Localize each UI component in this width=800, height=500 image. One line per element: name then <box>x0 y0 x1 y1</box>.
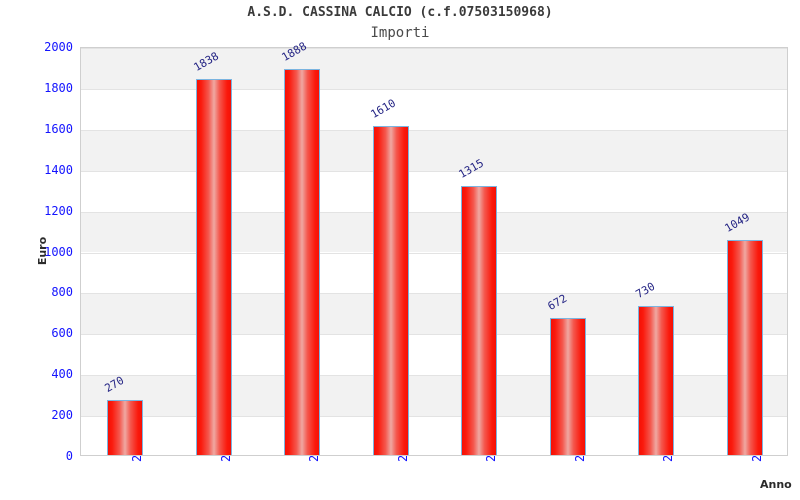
gridline <box>81 375 787 376</box>
gridline <box>81 89 787 90</box>
gridline <box>81 334 787 335</box>
gridline <box>81 293 787 294</box>
y-tick-label: 1000 <box>44 244 73 259</box>
bar[interactable] <box>372 125 409 455</box>
plot-area: 270 1838 1888 1610 1315 672 730 1049 <box>80 39 788 456</box>
bar[interactable] <box>107 399 144 455</box>
background-band <box>81 211 787 253</box>
x-axis-title: Anno <box>760 478 792 491</box>
background-band <box>81 375 787 417</box>
y-tick-label: 1800 <box>44 80 73 95</box>
bar[interactable] <box>638 305 675 455</box>
chart-subtitle: Importi <box>370 25 430 41</box>
chart-title: A.S.D. CASSINA CALCIO (c.f.07503150968) <box>247 5 553 20</box>
bar[interactable] <box>284 68 321 455</box>
background-band <box>81 293 787 335</box>
y-tick-label: 1200 <box>44 203 73 218</box>
gridline <box>81 130 787 131</box>
gridline <box>81 212 787 213</box>
background-band <box>81 129 787 171</box>
background-band <box>81 48 787 89</box>
y-tick-label: 1400 <box>44 162 73 177</box>
gridline <box>81 48 787 49</box>
y-tick-label: 2000 <box>44 40 73 54</box>
gridline <box>81 171 787 172</box>
bar[interactable] <box>461 186 498 455</box>
bar-value-label: 1610 <box>368 96 398 121</box>
gridline <box>81 416 787 417</box>
y-tick-label: 800 <box>51 285 73 300</box>
y-tick-label: 600 <box>51 326 73 341</box>
y-tick-label: 0 <box>65 449 73 463</box>
y-tick-label: 400 <box>51 367 73 382</box>
y-tick-label: 1600 <box>44 121 73 136</box>
bar[interactable] <box>549 317 586 455</box>
y-tick-label: 200 <box>51 408 73 423</box>
bar[interactable] <box>195 79 232 455</box>
bar[interactable] <box>726 240 763 455</box>
gridline <box>81 253 787 254</box>
